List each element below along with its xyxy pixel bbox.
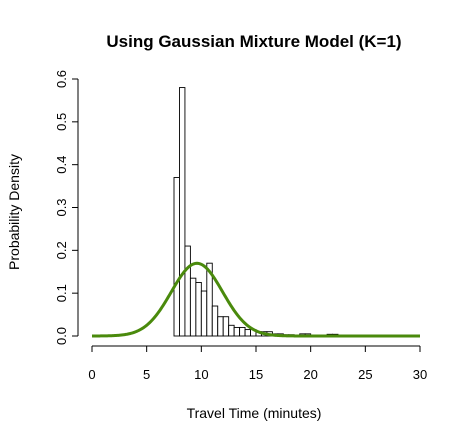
x-tick-label: 0 xyxy=(88,367,95,382)
histogram-bar xyxy=(222,316,230,337)
x-tick-label: 10 xyxy=(194,367,208,382)
x-tick-label: 20 xyxy=(303,367,317,382)
y-axis-label: Probability Density xyxy=(6,154,22,270)
y-axis: 0.0 0.1 0.2 0.3 0.4 0.5 0.6 xyxy=(54,70,79,345)
histogram-bar xyxy=(206,262,213,337)
histogram-bars xyxy=(173,87,339,337)
density-curve-layer xyxy=(91,261,421,338)
histogram-bar xyxy=(189,277,197,337)
histogram-bar xyxy=(211,305,219,337)
x-tick-label: 15 xyxy=(249,367,263,382)
histogram-bar xyxy=(179,87,186,337)
histogram-bar xyxy=(195,282,202,337)
y-tick-label: 0.1 xyxy=(54,284,69,302)
x-axis: 0 5 10 15 20 25 30 xyxy=(88,345,427,382)
histogram-bar xyxy=(173,177,180,337)
x-tick-label: 5 xyxy=(143,367,150,382)
y-tick-label: 0.3 xyxy=(54,198,69,216)
histogram-bar xyxy=(200,290,208,337)
x-tick-label: 30 xyxy=(413,367,427,382)
histogram-bar xyxy=(233,326,241,337)
histogram-bar xyxy=(228,324,235,337)
histogram-bar xyxy=(239,326,246,337)
y-tick-label: 0.4 xyxy=(54,156,69,174)
y-tick-label: 0.0 xyxy=(54,327,69,345)
x-axis-label: Travel Time (minutes) xyxy=(187,405,322,421)
y-tick-label: 0.6 xyxy=(54,70,69,88)
density-curve xyxy=(91,261,421,338)
y-tick-label: 0.5 xyxy=(54,113,69,131)
y-tick-label: 0.2 xyxy=(54,241,69,259)
x-tick-label: 25 xyxy=(358,367,372,382)
histogram-bar xyxy=(217,316,224,337)
histogram-bar xyxy=(184,245,191,337)
chart-title: Using Gaussian Mixture Model (K=1) xyxy=(106,32,401,51)
histogram-bar xyxy=(244,329,251,337)
